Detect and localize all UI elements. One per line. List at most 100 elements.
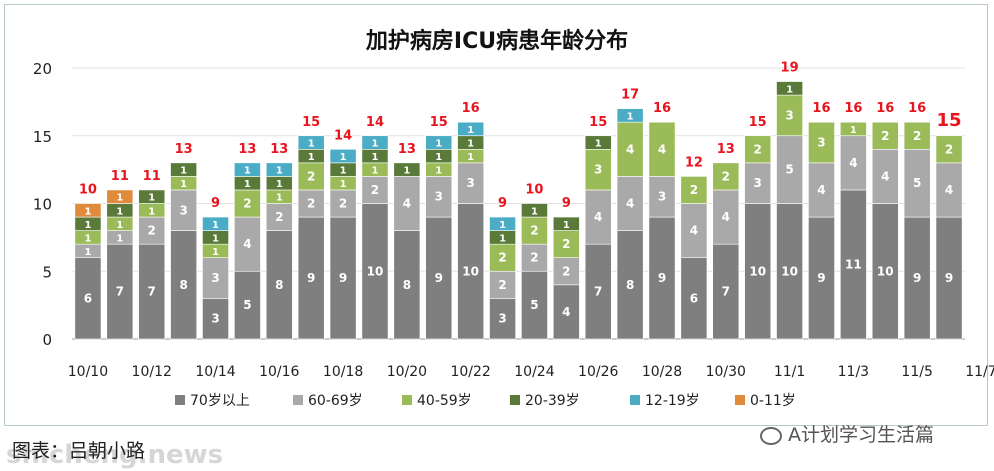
data-label: 10: [462, 264, 479, 278]
bar-segment: [808, 216, 835, 340]
data-label: 4: [658, 142, 666, 156]
total-label: 16: [653, 101, 671, 116]
legend-swatch: [402, 395, 412, 405]
x-tick-label: 11/1: [774, 364, 805, 380]
bar-segment: [871, 203, 899, 340]
bar-segment: [584, 189, 612, 245]
bar-segment: [489, 270, 516, 299]
total-label: 16: [812, 101, 830, 116]
data-label: 1: [371, 139, 378, 150]
y-tick-label: 5: [42, 263, 52, 281]
data-label: 1: [403, 166, 410, 177]
data-label: 1: [116, 193, 123, 204]
data-label: 1: [116, 233, 123, 244]
data-label: 4: [722, 210, 730, 224]
bar-segment: [265, 203, 293, 231]
data-label: 2: [371, 183, 379, 197]
bar-segment: [521, 216, 548, 245]
bar-segment: [393, 162, 421, 177]
data-label: 2: [148, 224, 156, 238]
data-label: 1: [467, 125, 474, 136]
data-label: 1: [148, 206, 155, 217]
stacked-bar-chart: 加护病房ICU病患年龄分布051015206111110711111172111…: [33, 28, 994, 409]
total-label: 9: [562, 196, 571, 211]
bar-segment: [712, 189, 740, 245]
total-label: 10: [525, 183, 543, 198]
total-label: 11: [143, 169, 161, 184]
y-tick-label: 0: [42, 331, 52, 349]
data-label: 6: [690, 291, 698, 305]
bar-segment: [393, 230, 421, 340]
chart-title: 加护病房ICU病患年龄分布: [365, 28, 628, 54]
y-tick-label: 15: [33, 128, 52, 146]
bar-segment: [584, 135, 612, 150]
total-label: 16: [462, 101, 480, 116]
data-label: 1: [467, 152, 474, 163]
data-label: 9: [435, 271, 443, 285]
data-label: 2: [562, 264, 570, 278]
bar-segment: [170, 230, 198, 340]
watermark: shicheng.news: [6, 440, 224, 470]
bar-segment: [935, 216, 963, 340]
data-label: 5: [785, 163, 793, 177]
bar-segment: [616, 108, 644, 123]
total-label: 15: [937, 110, 962, 131]
data-label: 2: [498, 251, 506, 265]
bar-segment: [808, 121, 835, 164]
x-tick-label: 10/30: [706, 364, 746, 380]
data-label: 2: [562, 237, 570, 251]
data-label: 1: [116, 206, 123, 217]
bar-segment: [202, 216, 229, 231]
data-label: 2: [913, 129, 921, 143]
data-label: 4: [594, 210, 602, 224]
data-label: 1: [531, 206, 538, 217]
data-label: 4: [690, 224, 698, 238]
y-tick-label: 10: [33, 196, 52, 214]
bar-segment: [839, 135, 867, 191]
bar-segment: [552, 284, 580, 340]
data-label: 8: [626, 278, 634, 292]
bar-segment: [170, 189, 198, 231]
data-label: 4: [849, 156, 857, 170]
x-tick-label: 10/26: [578, 364, 618, 380]
bar-segment: [138, 216, 166, 245]
bar-segment: [776, 135, 803, 204]
data-label: 1: [244, 166, 251, 177]
data-label: 1: [371, 152, 378, 163]
bar-segment: [712, 243, 740, 340]
data-label: 10: [877, 264, 894, 278]
data-label: 2: [307, 197, 315, 211]
bar-segment: [616, 230, 644, 340]
bar-segment: [648, 121, 676, 177]
data-label: 2: [690, 183, 698, 197]
data-label: 4: [403, 197, 411, 211]
bar-segment: [489, 298, 516, 340]
bar-segment: [170, 162, 198, 177]
data-label: 3: [498, 312, 506, 326]
data-label: 2: [243, 197, 251, 211]
data-label: 8: [275, 278, 283, 292]
data-label: 1: [627, 111, 634, 122]
data-label: 6: [84, 291, 92, 305]
bar-segment: [457, 162, 485, 204]
data-label: 1: [180, 166, 187, 177]
data-label: 2: [530, 224, 538, 238]
data-label: 1: [786, 84, 793, 95]
total-label: 14: [334, 128, 352, 143]
bar-segment: [297, 189, 325, 218]
bar-segment: [935, 162, 963, 218]
x-tick-label: 10/10: [68, 364, 108, 380]
bar-segment: [138, 243, 166, 340]
data-label: 2: [307, 169, 315, 183]
total-label: 11: [111, 169, 129, 184]
total-label: 12: [685, 155, 703, 170]
bar-segment: [234, 270, 261, 340]
data-label: 1: [435, 166, 442, 177]
data-label: 1: [563, 220, 570, 231]
legend-swatch: [293, 395, 303, 405]
bar-segment: [552, 230, 580, 259]
data-label: 4: [243, 237, 251, 251]
data-label: 4: [626, 197, 634, 211]
data-label: 3: [594, 163, 602, 177]
data-label: 7: [594, 285, 602, 299]
